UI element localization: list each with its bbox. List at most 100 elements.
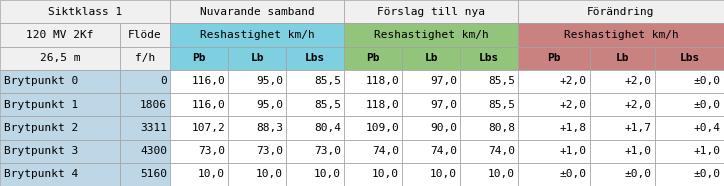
Bar xyxy=(228,140,286,163)
Bar xyxy=(518,46,590,70)
Bar xyxy=(228,46,286,70)
Text: +1,8: +1,8 xyxy=(560,123,587,133)
Bar xyxy=(590,93,655,116)
Text: Lb: Lb xyxy=(251,53,264,63)
Bar xyxy=(344,0,518,23)
Text: +1,0: +1,0 xyxy=(560,146,587,156)
Bar xyxy=(402,70,460,93)
Bar xyxy=(655,163,724,186)
Bar xyxy=(655,116,724,140)
Text: 10,0: 10,0 xyxy=(430,169,457,179)
Bar xyxy=(170,70,228,93)
Bar xyxy=(0,163,120,186)
Bar xyxy=(0,70,120,93)
Text: ±0,0: ±0,0 xyxy=(625,169,652,179)
Text: Lb: Lb xyxy=(424,53,438,63)
Text: Reshastighet km/h: Reshastighet km/h xyxy=(200,30,314,40)
Text: 73,0: 73,0 xyxy=(256,146,283,156)
Text: Nuvarande samband: Nuvarande samband xyxy=(200,7,314,17)
Bar xyxy=(0,116,120,140)
Bar xyxy=(655,93,724,116)
Text: 74,0: 74,0 xyxy=(430,146,457,156)
Bar xyxy=(518,116,590,140)
Bar xyxy=(655,46,724,70)
Text: 107,2: 107,2 xyxy=(191,123,225,133)
Bar xyxy=(228,70,286,93)
Text: ±0,0: ±0,0 xyxy=(694,76,721,86)
Bar xyxy=(460,116,518,140)
Text: 10,0: 10,0 xyxy=(256,169,283,179)
Bar xyxy=(402,93,460,116)
Text: 97,0: 97,0 xyxy=(430,100,457,110)
Bar xyxy=(0,140,120,163)
Text: 10,0: 10,0 xyxy=(198,169,225,179)
Text: Reshastighet km/h: Reshastighet km/h xyxy=(563,30,678,40)
Text: 118,0: 118,0 xyxy=(365,76,399,86)
Text: 10,0: 10,0 xyxy=(372,169,399,179)
Text: f/h: f/h xyxy=(135,53,155,63)
Bar xyxy=(286,140,344,163)
Text: Reshastighet km/h: Reshastighet km/h xyxy=(374,30,489,40)
Text: 85,5: 85,5 xyxy=(314,100,341,110)
Text: 10,0: 10,0 xyxy=(488,169,515,179)
Bar xyxy=(344,140,402,163)
Text: +1,0: +1,0 xyxy=(625,146,652,156)
Bar xyxy=(0,0,170,23)
Bar xyxy=(120,70,170,93)
Bar xyxy=(286,70,344,93)
Bar xyxy=(286,116,344,140)
Bar xyxy=(286,163,344,186)
Text: Lbs: Lbs xyxy=(305,53,325,63)
Text: 95,0: 95,0 xyxy=(256,100,283,110)
Text: +2,0: +2,0 xyxy=(560,100,587,110)
Bar xyxy=(0,23,120,46)
Text: Brytpunkt 3: Brytpunkt 3 xyxy=(4,146,78,156)
Text: Brytpunkt 2: Brytpunkt 2 xyxy=(4,123,78,133)
Bar xyxy=(0,93,120,116)
Bar xyxy=(590,70,655,93)
Bar xyxy=(460,93,518,116)
Bar xyxy=(0,46,120,70)
Bar xyxy=(120,116,170,140)
Bar xyxy=(120,140,170,163)
Bar xyxy=(120,163,170,186)
Text: +2,0: +2,0 xyxy=(625,100,652,110)
Text: Förslag till nya: Förslag till nya xyxy=(377,7,485,17)
Bar xyxy=(120,23,170,46)
Bar xyxy=(402,116,460,140)
Bar xyxy=(655,70,724,93)
Bar xyxy=(655,140,724,163)
Text: 88,3: 88,3 xyxy=(256,123,283,133)
Text: Förändring: Förändring xyxy=(587,7,654,17)
Bar xyxy=(344,116,402,140)
Text: 26,5 m: 26,5 m xyxy=(40,53,80,63)
Text: 85,5: 85,5 xyxy=(314,76,341,86)
Bar xyxy=(170,116,228,140)
Bar xyxy=(170,140,228,163)
Text: 73,0: 73,0 xyxy=(198,146,225,156)
Bar xyxy=(590,116,655,140)
Bar xyxy=(402,163,460,186)
Text: Pb: Pb xyxy=(193,53,206,63)
Text: Lbs: Lbs xyxy=(479,53,499,63)
Text: 3311: 3311 xyxy=(140,123,167,133)
Bar xyxy=(590,163,655,186)
Text: 80,8: 80,8 xyxy=(488,123,515,133)
Bar xyxy=(590,46,655,70)
Bar xyxy=(518,0,724,23)
Text: +2,0: +2,0 xyxy=(560,76,587,86)
Bar xyxy=(228,163,286,186)
Text: 73,0: 73,0 xyxy=(314,146,341,156)
Text: 85,5: 85,5 xyxy=(488,100,515,110)
Bar xyxy=(518,70,590,93)
Bar xyxy=(120,93,170,116)
Bar xyxy=(460,163,518,186)
Text: 74,0: 74,0 xyxy=(488,146,515,156)
Bar xyxy=(518,93,590,116)
Bar xyxy=(518,163,590,186)
Bar xyxy=(344,46,402,70)
Text: 1806: 1806 xyxy=(140,100,167,110)
Text: 120 MV 2Kf: 120 MV 2Kf xyxy=(26,30,93,40)
Bar xyxy=(402,46,460,70)
Text: 5160: 5160 xyxy=(140,169,167,179)
